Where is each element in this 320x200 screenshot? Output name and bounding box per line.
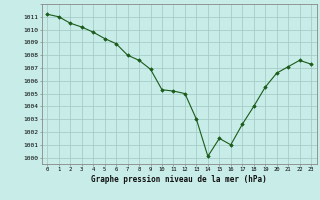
X-axis label: Graphe pression niveau de la mer (hPa): Graphe pression niveau de la mer (hPa) xyxy=(91,175,267,184)
